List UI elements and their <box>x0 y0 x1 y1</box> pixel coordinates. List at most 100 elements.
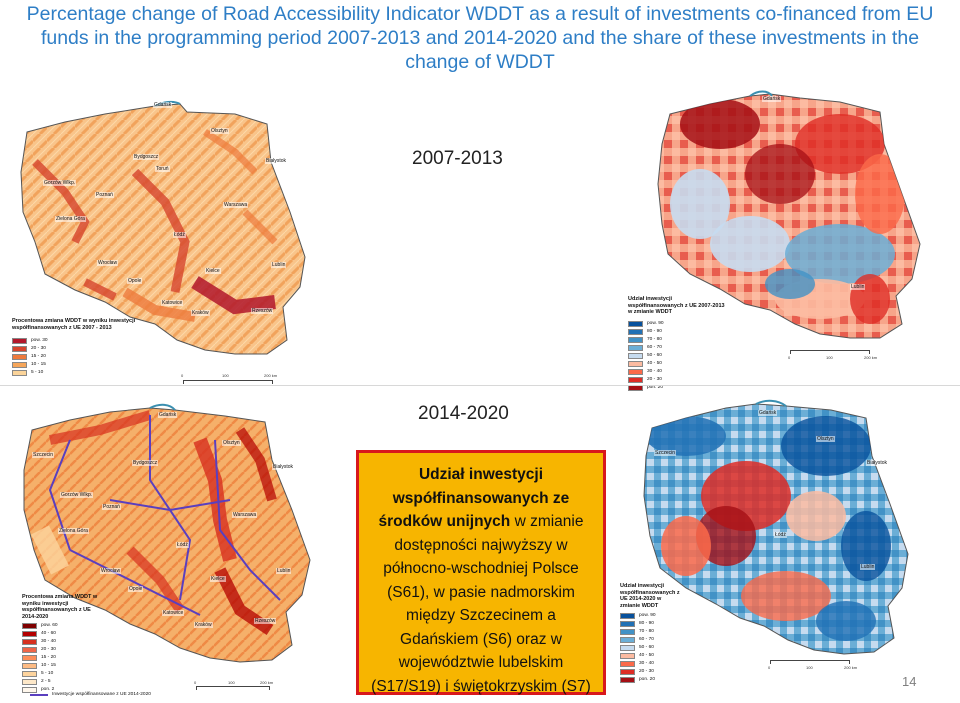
map-change-2007-2013-graphic <box>20 100 306 355</box>
legend-items: pow. 60 40 - 60 30 - 40 20 - 30 15 - 20 10 - … <box>22 622 172 694</box>
scale-bar <box>790 350 870 354</box>
city-label-gorzow: Gorzów Wlkp. <box>60 492 94 498</box>
legend-swatch <box>22 647 37 653</box>
city-label-zielona-gora: Zielona Góra <box>58 528 89 534</box>
legend-swatch <box>22 671 37 677</box>
legend-label: pon. 2 <box>41 687 55 692</box>
callout-box: Udział inwestycji współfinansowanych ze … <box>356 450 606 695</box>
scale-label-0: 0 <box>194 680 197 685</box>
legend-title: Udział inwestycji współfinansowanych z U… <box>628 296 725 315</box>
line-swatch <box>30 693 48 696</box>
line-label: Inwestycje współfinansowane z UE 2014-20… <box>52 692 151 697</box>
city-label-lublin: Lublin <box>850 284 866 290</box>
city-label-olsztyn: Olsztyn <box>210 128 229 134</box>
legend-label: 70 - 80 <box>639 629 654 634</box>
legend-swatch <box>12 346 27 352</box>
legend-label: 20 - 30 <box>31 346 46 351</box>
scale-label-200: 200 km <box>844 665 858 670</box>
legend-swatch <box>620 637 635 643</box>
city-label-krakow: Kraków <box>191 310 210 316</box>
city-label-torun: Toruń <box>155 166 170 172</box>
legend-items: pow. 90 80 - 90 70 - 80 60 - 70 50 - 60 40 - … <box>620 612 730 684</box>
legend-item: 15 - 20 <box>22 654 172 662</box>
legend-item: pow. 90 <box>620 612 730 620</box>
legend-label: 50 - 60 <box>639 645 654 650</box>
legend-item: 50 - 60 <box>620 644 730 652</box>
legend-label: 10 - 15 <box>41 663 56 668</box>
callout-bold-text: Udział inwestycji współfinansowanych ze … <box>378 466 570 530</box>
legend-item: 80 - 90 <box>628 328 748 336</box>
city-label-poznan: Poznań <box>95 192 114 198</box>
legend-label: 30 - 40 <box>647 368 662 374</box>
city-label-lublin: Lublin <box>276 568 292 574</box>
legend-change-2007-2013: Procentowa zmiana WDDT w wyniku inwestyc… <box>12 318 172 377</box>
city-label-olsztyn: Olsztyn <box>222 440 241 446</box>
legend-swatch <box>620 677 635 683</box>
city-label-bydgoszcz: Bydgoszcz <box>133 154 160 160</box>
legend-item: 5 - 10 <box>22 670 172 678</box>
legend-label: 10 - 15 <box>31 362 46 367</box>
map-change-2007-2013: Gdańsk Olsztyn Białystok Bydgoszcz Toruń… <box>5 92 323 382</box>
slide-title: Percentage change of Road Accessibility … <box>26 3 934 73</box>
legend-swatch <box>22 623 37 629</box>
legend-swatch <box>628 336 643 343</box>
city-label-poznan: Poznań <box>102 504 121 510</box>
legend-swatch <box>628 360 643 367</box>
scale-label-0: 0 <box>768 665 771 670</box>
city-label-bialystok: Białystok <box>265 158 288 164</box>
scale-label-100: 100 <box>228 680 235 685</box>
map-share-2007-2013-graphic <box>657 90 921 339</box>
legend-swatch <box>628 376 643 383</box>
legend-item: 10 - 15 <box>22 662 172 670</box>
legend-swatch <box>12 354 27 360</box>
section-divider <box>0 385 960 386</box>
city-label-opole: Opole <box>127 278 143 284</box>
legend-item: 40 - 60 <box>22 630 172 638</box>
legend-item: 20 - 30 <box>628 376 748 384</box>
legend-label: 40 - 50 <box>639 653 654 658</box>
legend-item: 80 - 90 <box>620 620 730 628</box>
legend-swatch <box>12 370 27 376</box>
legend-label: pow. 30 <box>31 338 48 343</box>
map-change-2014-2020: Gdańsk Olsztyn Białystok Bydgoszcz Szcze… <box>10 400 330 700</box>
legend-item: 5 - 10 <box>12 369 172 377</box>
legend-swatch <box>620 645 635 651</box>
city-label-wroclaw: Wrocław <box>100 568 122 574</box>
legend-change-2014-2020: Procentowa zmiana WDDT w wyniku inwestyc… <box>22 594 172 694</box>
legend-item: pon. 20 <box>620 676 730 684</box>
legend-item: 40 - 50 <box>620 652 730 660</box>
legend-swatch <box>620 613 635 619</box>
legend-item: pow. 30 <box>12 337 172 345</box>
legend-label: 80 - 90 <box>647 328 662 334</box>
map-share-2007-2013: Gdańsk Lublin <box>640 84 930 384</box>
legend-label: pow. 90 <box>639 613 656 618</box>
legend-item: pow. 90 <box>628 320 748 328</box>
legend-swatch <box>628 368 643 375</box>
page-number: 14 <box>902 674 917 689</box>
legend-item: 10 - 15 <box>12 361 172 369</box>
city-label-kielce: Kielce <box>210 576 226 582</box>
legend-swatch <box>22 631 37 637</box>
legend-label: 2 - 5 <box>41 679 51 684</box>
city-label-warszawa: Warszawa <box>232 512 258 518</box>
legend-swatch <box>22 655 37 661</box>
legend-title: Udział inwestycji współfinansowanych z U… <box>620 583 680 609</box>
scale-bar <box>196 686 270 690</box>
city-label-lublin: Lublin <box>271 262 287 268</box>
city-label-gorzow: Gorzów Wlkp. <box>43 180 77 186</box>
legend-swatch <box>22 687 37 693</box>
map-share-2014-2020-graphic <box>643 399 909 655</box>
legend-swatch <box>12 338 27 344</box>
scale-label-100: 100 <box>826 355 833 360</box>
city-label-gdansk: Gdańsk <box>762 96 782 102</box>
city-label-lodz: Łódź <box>173 232 186 238</box>
legend-label: pow. 90 <box>647 320 664 326</box>
city-label-lodz: Łódź <box>774 532 787 538</box>
legend-item: pow. 60 <box>22 622 172 630</box>
city-label-opole: Opole <box>128 586 144 592</box>
scale-label-100: 100 <box>222 373 229 378</box>
legend-item: 50 - 60 <box>628 352 748 360</box>
legend-label: 60 - 70 <box>639 637 654 642</box>
legend-item: 60 - 70 <box>620 636 730 644</box>
city-label-wroclaw: Wrocław <box>97 260 119 266</box>
